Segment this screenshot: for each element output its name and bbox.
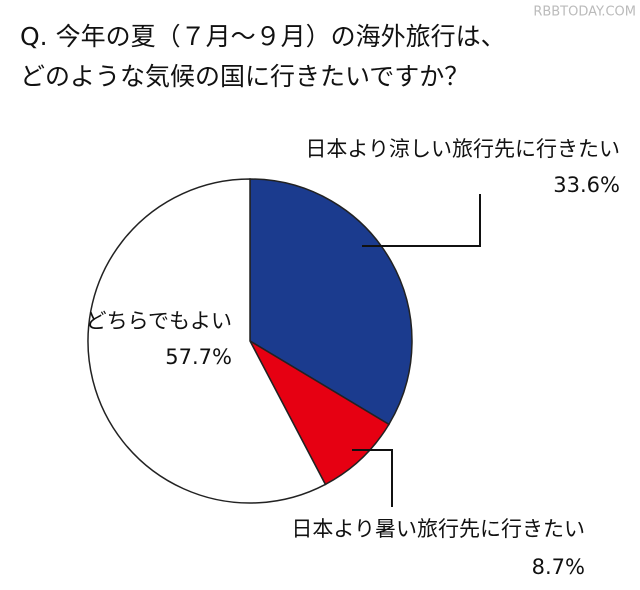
slice-label: どちらでもよい: [86, 309, 232, 333]
value-label: 33.6%: [553, 173, 620, 197]
slice-label: 日本より暑い旅行先に行きたい: [291, 517, 585, 541]
watermark: RBBTODAY.COM: [533, 5, 636, 20]
pie-slice: [248, 338, 390, 486]
pie: [87, 178, 413, 504]
pie-slice: [87, 178, 327, 504]
leader-line: [352, 449, 393, 507]
value-label: 57.7%: [165, 345, 232, 369]
leader-line: [362, 194, 481, 247]
chart-title: どのような気候の国に行きたいですか？: [20, 62, 469, 91]
value-label: 8.7%: [532, 555, 585, 579]
chart-title: Q. 今年の夏（７月～９月）の海外旅行は、: [20, 22, 506, 51]
slice-label: 日本より涼しい旅行先に行きたい: [305, 137, 620, 161]
pie-slice: [249, 178, 413, 426]
